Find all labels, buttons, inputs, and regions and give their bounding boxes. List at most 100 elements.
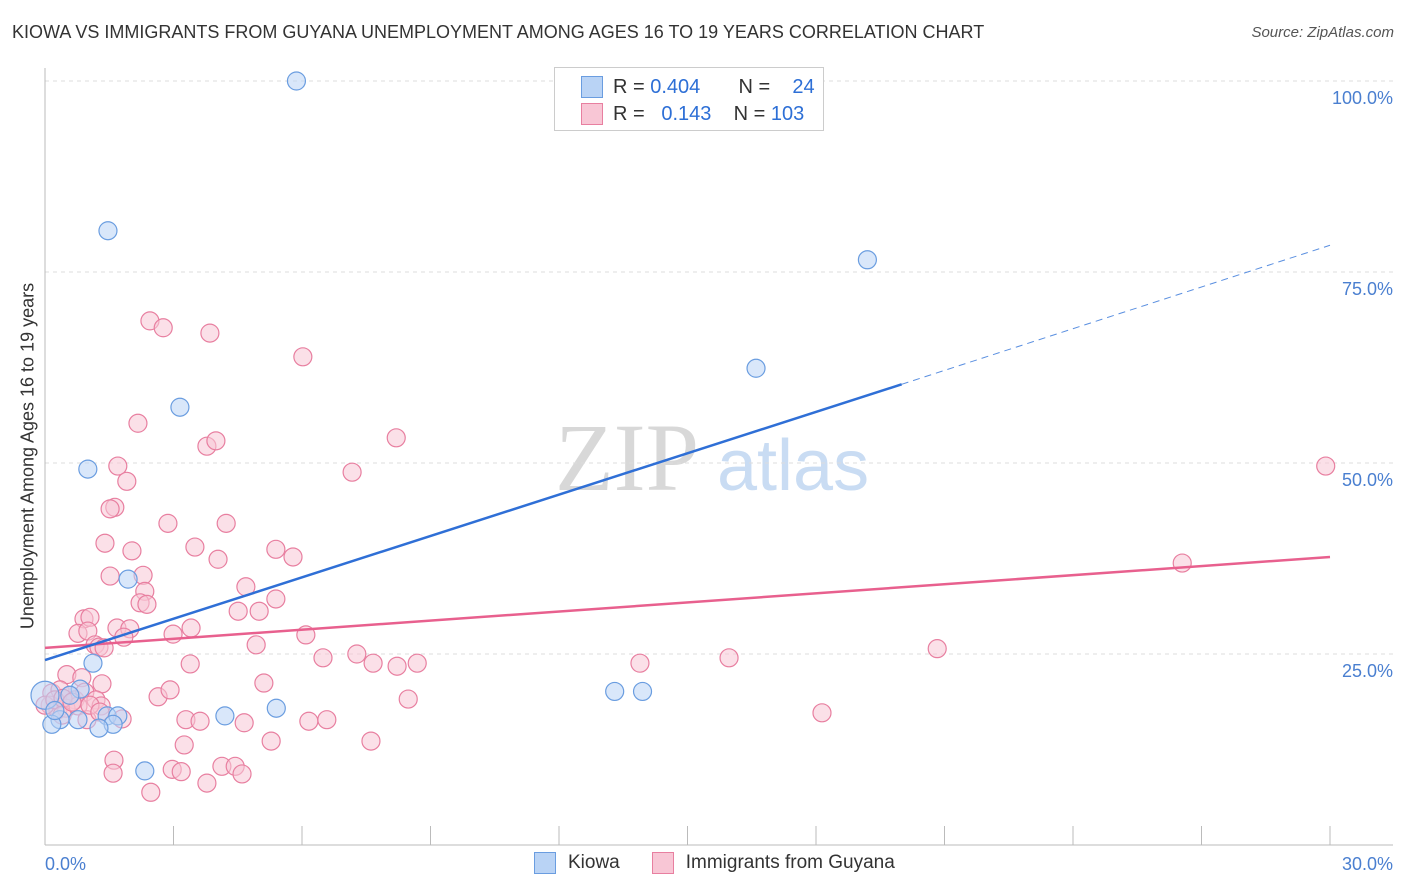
guyana-point — [100, 566, 120, 586]
kiowa-point — [83, 653, 103, 673]
guyana-point — [141, 782, 161, 802]
guyana-point — [361, 731, 381, 751]
guyana-legend-label: Immigrants from Guyana — [685, 852, 895, 873]
kiowa-point — [215, 706, 235, 726]
kiowa-point — [746, 358, 766, 378]
kiowa-point — [68, 710, 88, 730]
guyana-point — [185, 537, 205, 557]
kiowa-r-value: 0.404 — [650, 75, 701, 98]
guyana-point — [153, 318, 173, 338]
y-tick-label: 75.0% — [1342, 279, 1393, 299]
legend-row-guyana: R = 0.143 N = 103 — [581, 101, 804, 127]
guyana-point — [234, 713, 254, 733]
guyana-point — [407, 653, 427, 673]
kiowa-legend-swatch — [534, 852, 556, 874]
guyana-point — [92, 674, 112, 694]
guyana-point — [158, 513, 178, 533]
guyana-point — [103, 763, 123, 783]
guyana-point — [719, 648, 739, 668]
kiowa-point — [632, 681, 653, 702]
guyana-point — [387, 656, 407, 676]
series-legend: Kiowa Immigrants from Guyana — [534, 852, 895, 874]
guyana-n-value: 103 — [770, 102, 805, 125]
guyana-point — [181, 618, 201, 638]
guyana-point — [100, 499, 120, 519]
guyana-point — [261, 731, 281, 751]
kiowa-point — [857, 250, 878, 270]
guyana-swatch — [581, 103, 603, 125]
kiowa-swatch — [581, 76, 603, 98]
guyana-point — [117, 471, 137, 491]
guyana-point — [313, 648, 333, 668]
kiowa-point — [78, 459, 98, 479]
guyana-point — [208, 549, 228, 569]
kiowa-point — [45, 700, 65, 721]
guyana-point — [630, 653, 650, 673]
guyana-point — [197, 773, 217, 793]
kiowa-trend-line — [44, 383, 903, 662]
guyana-point — [190, 711, 210, 731]
guyana-point — [171, 762, 191, 782]
guyana-point — [927, 639, 947, 659]
guyana-point — [347, 644, 367, 664]
kiowa-trend-extension — [901, 244, 1331, 385]
guyana-point — [812, 703, 832, 723]
guyana-point — [1172, 553, 1192, 573]
guyana-point — [232, 764, 252, 784]
y-tick-label: 25.0% — [1342, 661, 1393, 681]
kiowa-n-value: 24 — [792, 75, 815, 98]
guyana-point — [1316, 456, 1336, 476]
r-label: R = — [613, 102, 645, 125]
y-tick-label: 100.0% — [1332, 88, 1393, 108]
source-label: Source: ZipAtlas.com — [1251, 24, 1394, 41]
guyana-trend-line — [44, 555, 1331, 650]
r-label: R = — [613, 75, 645, 98]
guyana-point — [293, 347, 313, 367]
guyana-point — [283, 547, 303, 567]
kiowa-point — [135, 761, 155, 781]
guyana-point — [386, 428, 406, 448]
kiowa-point — [60, 685, 80, 705]
y-tick-label: 50.0% — [1342, 470, 1393, 490]
guyana-point — [228, 601, 248, 621]
guyana-r-value: 0.143 — [661, 102, 712, 125]
guyana-point — [342, 462, 362, 482]
guyana-point — [398, 689, 418, 709]
x-tick-label: 0.0% — [45, 854, 86, 874]
kiowa-legend-label: Kiowa — [568, 852, 620, 873]
guyana-point — [266, 539, 286, 559]
guyana-point — [317, 710, 337, 730]
guyana-point — [108, 456, 128, 476]
kiowa-point — [118, 569, 138, 589]
chart-title: KIOWA VS IMMIGRANTS FROM GUYANA UNEMPLOY… — [12, 22, 985, 42]
guyana-point — [363, 653, 383, 673]
guyana-point — [299, 711, 319, 731]
guyana-point — [254, 673, 274, 693]
guyana-point — [122, 541, 142, 561]
kiowa-point — [605, 681, 625, 702]
guyana-legend-swatch — [651, 852, 674, 874]
guyana-point — [180, 654, 200, 674]
correlation-legend: R = 0.404 N = 24 R = 0.143 N = 103 — [554, 67, 824, 131]
x-tick-label: 30.0% — [1342, 854, 1393, 874]
guyana-point — [137, 594, 157, 614]
guyana-point — [266, 589, 286, 609]
kiowa-point — [170, 397, 190, 417]
kiowa-point — [98, 221, 118, 241]
n-label: N = — [733, 102, 766, 125]
kiowa-point — [286, 71, 307, 91]
legend-row-kiowa: R = 0.404 N = 24 — [581, 74, 815, 100]
guyana-point — [200, 323, 220, 343]
guyana-point — [95, 533, 115, 553]
guyana-point — [246, 635, 266, 655]
guyana-point — [128, 413, 148, 433]
watermark-atlas: atlas — [717, 426, 869, 506]
guyana-point — [160, 680, 180, 700]
kiowa-point — [89, 718, 109, 738]
n-label: N = — [738, 75, 771, 98]
guyana-point — [249, 601, 269, 621]
guyana-point — [174, 735, 194, 755]
guyana-point — [216, 513, 236, 533]
